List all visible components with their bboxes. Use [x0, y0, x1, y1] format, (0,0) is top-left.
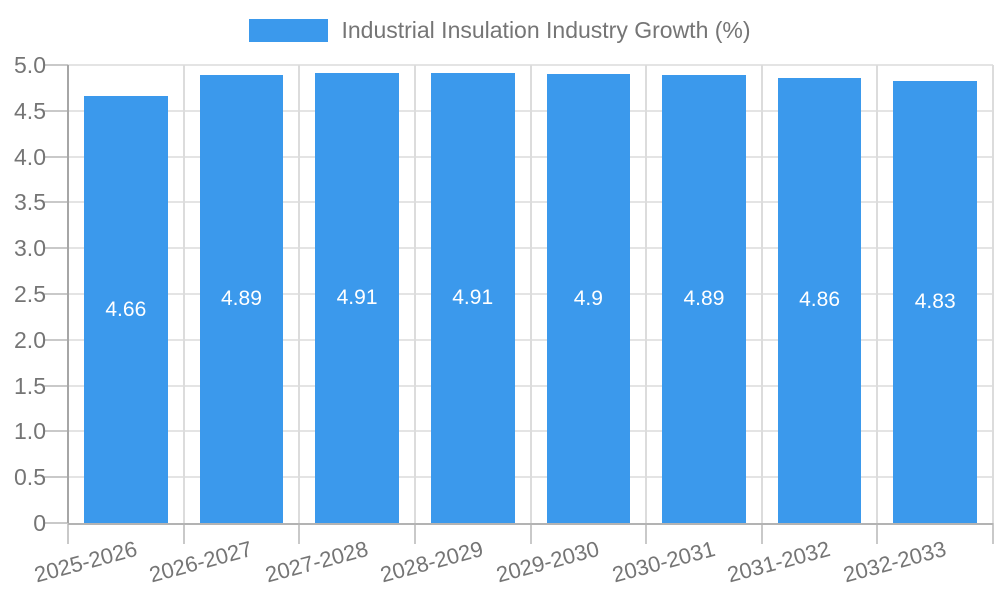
bar-value-label: 4.89 — [683, 287, 725, 311]
chart-title: Industrial Insulation Industry Growth (%… — [341, 17, 751, 43]
y-axis-line — [67, 65, 69, 523]
legend: Industrial Insulation Industry Growth (%… — [0, 17, 1000, 44]
y-axis-tick — [44, 247, 68, 250]
y-axis-tick-label: 0 — [33, 510, 46, 536]
y-axis-tick — [44, 109, 68, 112]
x-axis-category-label: 2025-2026 — [31, 536, 140, 588]
gridline-vertical — [413, 65, 416, 523]
x-axis-line — [68, 523, 993, 525]
y-axis-tick — [44, 430, 68, 433]
gridline-vertical — [876, 65, 879, 523]
y-axis-tick-label: 3.5 — [14, 189, 46, 216]
bar — [315, 73, 399, 523]
x-axis-tick — [645, 523, 648, 544]
x-axis-tick — [876, 523, 879, 544]
gridline-vertical — [645, 65, 648, 523]
bar — [777, 77, 862, 523]
y-axis-tick-label: 2.5 — [14, 281, 46, 307]
x-axis-tick — [529, 523, 532, 544]
x-axis-category-label: 2026-2027 — [146, 536, 255, 588]
bar — [199, 75, 284, 523]
bar-value-label: 4.66 — [105, 297, 147, 321]
y-axis-tick-label: 5.0 — [14, 52, 46, 78]
y-axis-tick-label: 1.0 — [14, 418, 46, 445]
bar-value-label: 4.86 — [799, 288, 840, 312]
x-axis-tick — [760, 523, 763, 544]
bar — [546, 74, 631, 523]
x-axis-category-label: 2027-2028 — [262, 536, 371, 588]
x-axis-category-label: 2028-2029 — [378, 536, 487, 588]
bar-value-label: 4.83 — [914, 289, 956, 313]
x-axis-category-label: 2030-2031 — [609, 536, 718, 588]
x-axis-tick — [413, 523, 416, 544]
y-axis-tick — [44, 64, 68, 66]
gridline-vertical — [529, 65, 532, 523]
y-axis-tick — [44, 522, 68, 524]
y-axis-tick — [44, 476, 68, 479]
x-axis-category-label: 2032-2033 — [840, 536, 949, 588]
x-axis-tick — [298, 523, 301, 544]
bar-value-label: 4.9 — [573, 286, 603, 310]
bar — [430, 73, 515, 523]
y-axis-tick — [44, 338, 68, 341]
gridline-vertical — [298, 65, 301, 523]
gridline-vertical — [992, 65, 994, 523]
y-axis-tick-label: 1.5 — [14, 372, 46, 399]
y-axis-tick-label: 2.0 — [14, 326, 46, 353]
y-axis-tick — [44, 201, 68, 204]
y-axis-tick — [44, 293, 68, 295]
bar-value-label: 4.91 — [336, 286, 378, 310]
bar-value-label: 4.91 — [452, 286, 494, 310]
x-axis-category-label: 2031-2032 — [724, 536, 834, 588]
gridline-vertical — [182, 65, 185, 523]
x-axis-category-label: 2029-2030 — [493, 536, 602, 588]
x-axis-tick — [67, 523, 69, 544]
y-axis-tick-label: 4.5 — [14, 97, 46, 124]
y-axis-tick — [44, 384, 68, 387]
gridline-vertical — [760, 65, 763, 523]
bar — [662, 75, 746, 523]
y-axis-tick-label: 3.0 — [14, 235, 46, 262]
y-axis-tick-label: 4.0 — [14, 143, 46, 170]
y-axis-tick — [44, 155, 68, 158]
x-axis-tick — [182, 523, 185, 544]
y-axis-tick-label: 0.5 — [14, 464, 46, 491]
bar — [893, 80, 977, 523]
legend-swatch — [249, 19, 329, 42]
x-axis-tick — [992, 523, 994, 544]
bar — [84, 96, 168, 523]
bar-value-label: 4.89 — [221, 287, 262, 311]
